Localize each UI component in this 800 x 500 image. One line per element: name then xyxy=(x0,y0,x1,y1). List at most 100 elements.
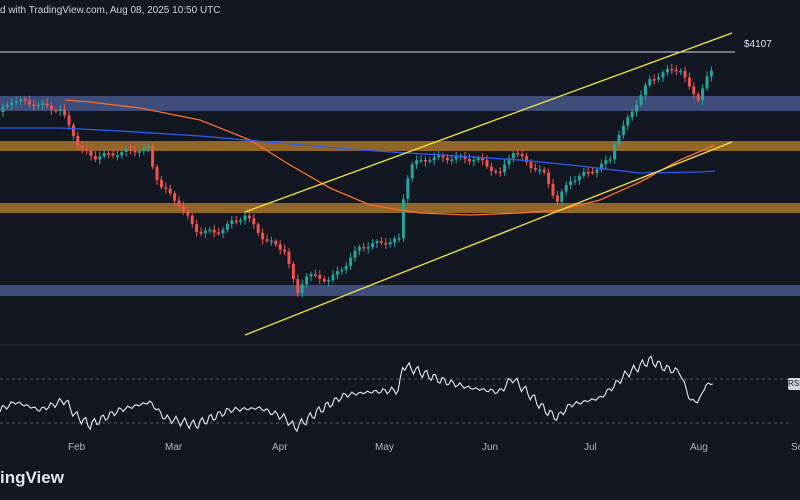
candle-body-138 xyxy=(608,159,612,161)
candle-body-3 xyxy=(14,101,18,103)
candle-body-46 xyxy=(203,230,207,233)
candle-body-47 xyxy=(208,229,212,232)
candle-body-147 xyxy=(648,79,652,86)
candle-body-103 xyxy=(454,156,458,160)
candle-body-24 xyxy=(107,153,111,155)
candles-layer xyxy=(1,63,713,298)
candle-body-56 xyxy=(247,215,251,219)
candle-body-5 xyxy=(23,99,27,101)
candle-body-91 xyxy=(401,199,405,239)
candle-body-148 xyxy=(652,79,656,81)
candle-body-119 xyxy=(525,156,529,163)
candle-body-116 xyxy=(511,153,515,159)
x-tick-label-7: Se xyxy=(791,442,800,453)
rsi-line xyxy=(0,355,713,433)
candle-body-28 xyxy=(124,149,128,152)
tradingview-logo: ingView xyxy=(0,468,64,487)
candle-body-85 xyxy=(375,241,379,244)
candle-body-23 xyxy=(102,153,106,157)
candle-body-152 xyxy=(670,68,674,71)
candle-body-44 xyxy=(195,224,199,233)
candle-body-143 xyxy=(630,111,634,118)
ma-long-line xyxy=(0,127,716,174)
candle-body-65 xyxy=(287,251,291,264)
candle-body-79 xyxy=(349,257,353,266)
candle-body-35 xyxy=(155,166,159,180)
zone-support-2 xyxy=(0,203,800,213)
candle-body-69 xyxy=(305,276,309,285)
candle-body-144 xyxy=(635,104,639,112)
candle-body-145 xyxy=(639,95,643,105)
candle-body-75 xyxy=(331,274,335,281)
x-tick-label-5: Jul xyxy=(584,442,597,453)
candle-body-128 xyxy=(564,184,568,192)
candle-body-71 xyxy=(313,274,317,276)
candle-body-114 xyxy=(503,164,507,173)
x-tick-label-1: Mar xyxy=(165,442,183,453)
candle-body-125 xyxy=(551,183,555,196)
candle-body-123 xyxy=(542,169,546,173)
candle-body-32 xyxy=(142,147,146,152)
candle-body-33 xyxy=(146,146,150,148)
candle-body-102 xyxy=(450,159,454,161)
candle-body-160 xyxy=(705,76,709,89)
candle-body-17 xyxy=(76,135,80,146)
candle-body-41 xyxy=(181,206,185,211)
candle-body-22 xyxy=(98,156,102,160)
candle-body-122 xyxy=(538,169,542,172)
candle-body-2 xyxy=(10,102,14,106)
candle-body-154 xyxy=(679,70,683,73)
candle-body-9 xyxy=(41,103,45,105)
candle-body-62 xyxy=(274,240,278,245)
candle-body-12 xyxy=(54,109,58,112)
candle-body-86 xyxy=(379,241,383,243)
candle-body-121 xyxy=(533,168,537,170)
candle-body-124 xyxy=(547,172,551,184)
candle-body-84 xyxy=(371,243,375,248)
candle-body-67 xyxy=(296,279,300,293)
candle-body-137 xyxy=(604,160,608,164)
candle-body-132 xyxy=(582,171,586,176)
candle-body-92 xyxy=(406,178,410,200)
candle-body-25 xyxy=(111,153,115,156)
candle-body-142 xyxy=(626,117,630,126)
candle-body-20 xyxy=(89,151,93,156)
candle-body-51 xyxy=(225,223,229,230)
candle-body-150 xyxy=(661,72,665,78)
candle-body-53 xyxy=(234,220,238,223)
candle-body-153 xyxy=(674,69,678,72)
candle-body-73 xyxy=(322,278,326,282)
candle-body-27 xyxy=(120,151,124,156)
candle-body-95 xyxy=(419,159,423,162)
x-tick-label-4: Jun xyxy=(482,442,498,453)
candle-body-0 xyxy=(1,106,5,112)
x-tick-label-6: Aug xyxy=(690,442,708,453)
x-axis: Feb Mar Apr May Jun Jul Aug Se xyxy=(68,442,800,453)
candle-body-72 xyxy=(318,274,322,279)
x-tick-label-0: Feb xyxy=(68,442,86,453)
candle-body-99 xyxy=(437,155,441,158)
candle-body-7 xyxy=(32,104,36,107)
candle-body-131 xyxy=(577,175,581,181)
candle-body-64 xyxy=(283,249,287,252)
candle-body-66 xyxy=(291,263,295,280)
candle-body-111 xyxy=(489,166,493,171)
candle-body-45 xyxy=(199,232,203,234)
zones-layer xyxy=(0,96,800,296)
candle-body-16 xyxy=(71,124,75,136)
candle-body-157 xyxy=(692,86,696,95)
candle-body-15 xyxy=(67,115,71,125)
zone-support-3 xyxy=(0,285,800,296)
candle-body-48 xyxy=(212,229,216,233)
candle-body-42 xyxy=(186,210,190,216)
channel-lower-line xyxy=(244,141,733,336)
channel-upper-line xyxy=(244,32,733,213)
chart-caption: d with TradingView.com, Aug 08, 2025 10:… xyxy=(0,5,221,16)
candle-body-117 xyxy=(516,153,520,155)
candle-body-40 xyxy=(177,200,181,207)
candle-body-59 xyxy=(261,232,265,240)
candle-body-149 xyxy=(657,77,661,80)
candle-body-141 xyxy=(621,125,625,136)
